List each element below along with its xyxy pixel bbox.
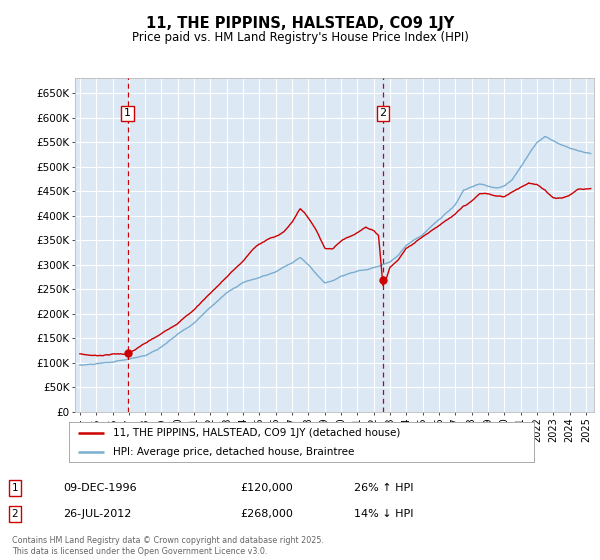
Text: 2: 2 [11, 509, 19, 519]
Text: 1: 1 [124, 109, 131, 118]
Text: 26-JUL-2012: 26-JUL-2012 [63, 509, 131, 519]
Text: 26% ↑ HPI: 26% ↑ HPI [354, 483, 413, 493]
Text: £120,000: £120,000 [240, 483, 293, 493]
Text: 11, THE PIPPINS, HALSTEAD, CO9 1JY: 11, THE PIPPINS, HALSTEAD, CO9 1JY [146, 16, 454, 31]
Text: 09-DEC-1996: 09-DEC-1996 [63, 483, 137, 493]
Text: HPI: Average price, detached house, Braintree: HPI: Average price, detached house, Brai… [113, 446, 355, 456]
Text: 1: 1 [11, 483, 19, 493]
Text: 11, THE PIPPINS, HALSTEAD, CO9 1JY (detached house): 11, THE PIPPINS, HALSTEAD, CO9 1JY (deta… [113, 428, 401, 438]
Text: Price paid vs. HM Land Registry's House Price Index (HPI): Price paid vs. HM Land Registry's House … [131, 31, 469, 44]
Text: 14% ↓ HPI: 14% ↓ HPI [354, 509, 413, 519]
Text: 2: 2 [379, 109, 386, 118]
Text: Contains HM Land Registry data © Crown copyright and database right 2025.
This d: Contains HM Land Registry data © Crown c… [12, 536, 324, 556]
Text: £268,000: £268,000 [240, 509, 293, 519]
